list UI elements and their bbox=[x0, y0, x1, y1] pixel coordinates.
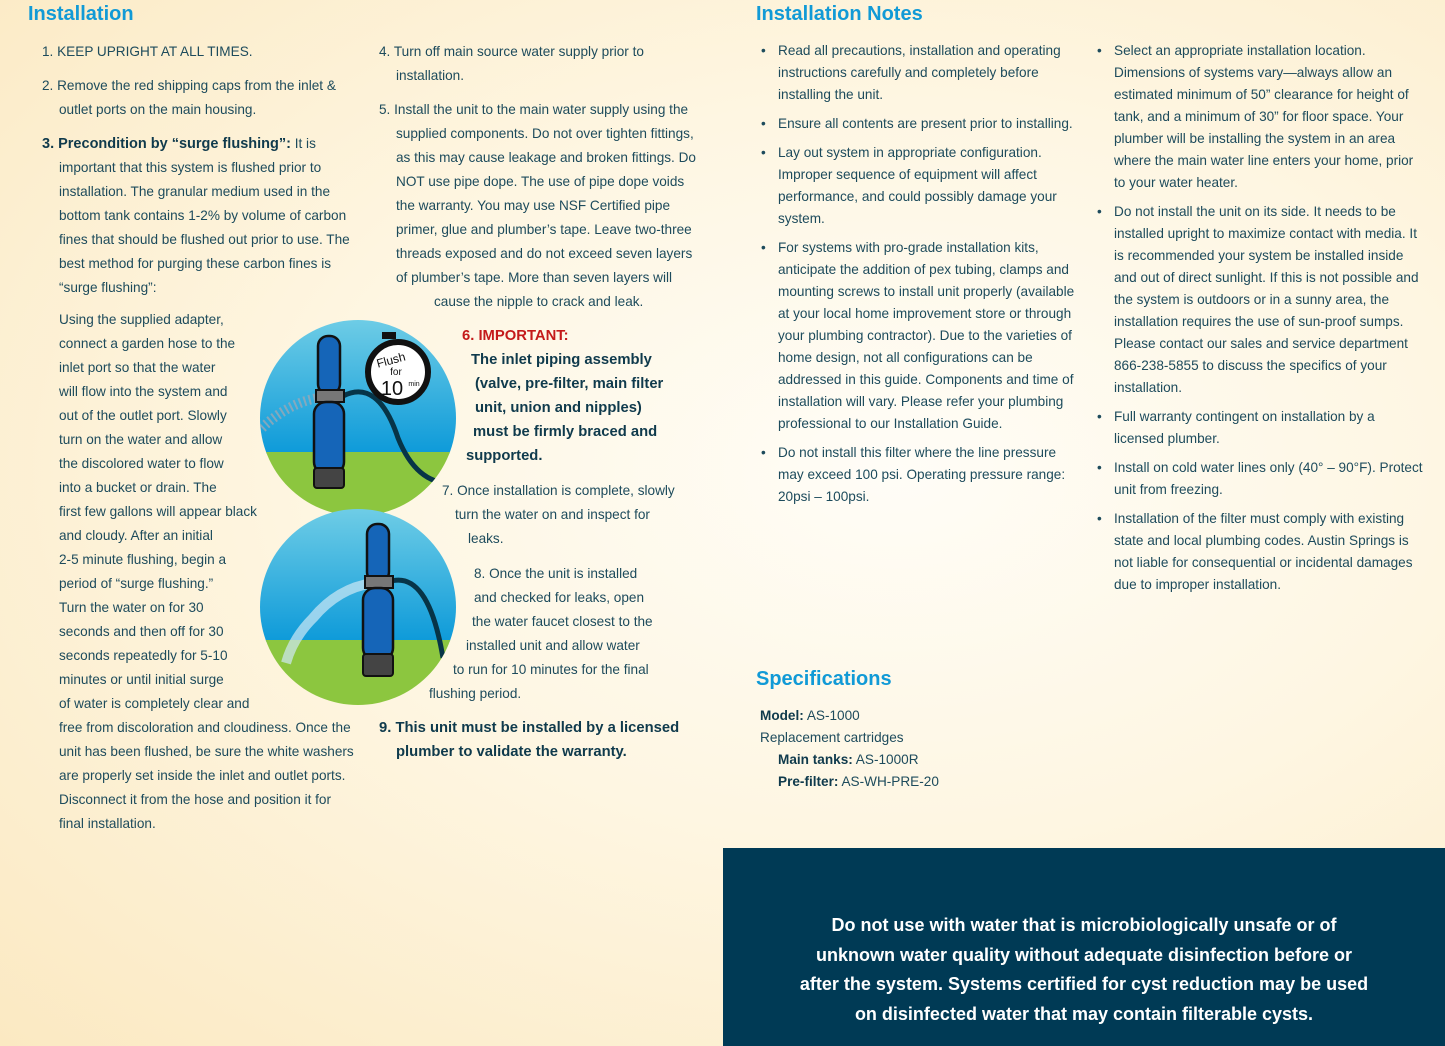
specifications: Model: AS-1000 Replacement cartridges Ma… bbox=[760, 705, 939, 793]
filter-tank-icon bbox=[361, 522, 395, 677]
specifications-title: Specifications bbox=[756, 668, 892, 690]
note-item: Installation of the filter must comply w… bbox=[1094, 508, 1424, 596]
note-item: Select an appropriate installation locat… bbox=[1094, 40, 1424, 194]
text-line: supported. bbox=[466, 448, 543, 464]
note-item: Do not install the unit on its side. It … bbox=[1094, 201, 1424, 399]
step-9: 9. This unit must be installed by a lice… bbox=[379, 720, 680, 760]
text-line: 2-5 minute flushing, begin a bbox=[59, 552, 227, 567]
surge-flushing-illustration: Flush for 10 min bbox=[260, 320, 456, 705]
text-line: and checked for leaks, open bbox=[474, 590, 645, 605]
note-item: Do not install this filter where the lin… bbox=[758, 442, 1083, 508]
spec-main-tanks: Main tanks: AS-1000R bbox=[760, 749, 939, 771]
text-line: to run for 10 minutes for the final bbox=[453, 662, 649, 677]
text-line: seconds repeatedly for 5-10 bbox=[59, 648, 228, 663]
spec-replacement: Replacement cartridges bbox=[760, 730, 904, 745]
warning-line: after the system. Systems certified for … bbox=[799, 974, 1369, 994]
step-5: 5. Install the unit to the main water su… bbox=[379, 102, 696, 285]
important-label: 6. IMPORTANT: bbox=[462, 328, 569, 344]
warning-line: on disinfected water that may contain fi… bbox=[854, 1003, 1314, 1024]
timer-number: 10 bbox=[381, 378, 403, 400]
installation-column-1: 1. KEEP UPRIGHT AT ALL TIMES. 2. Remove … bbox=[42, 40, 362, 836]
text-line: unit, union and nipples) bbox=[475, 400, 642, 416]
text-line: out of the outlet port. Slowly bbox=[59, 408, 227, 423]
note-item: Lay out system in appropriate configurat… bbox=[758, 142, 1083, 230]
step-4: 4. Turn off main source water supply pri… bbox=[379, 44, 644, 83]
note-item: Install on cold water lines only (40° – … bbox=[1094, 457, 1424, 501]
installation-notes-title: Installation Notes bbox=[756, 3, 923, 25]
text-line: the discolored water to flow bbox=[59, 456, 224, 471]
warning-banner: Do not use with water that is microbiolo… bbox=[723, 848, 1445, 1046]
text-line: leaks. bbox=[468, 531, 504, 546]
rinse-circle bbox=[260, 509, 456, 705]
note-item: Ensure all contents are present prior to… bbox=[758, 113, 1083, 135]
timer-text: for bbox=[390, 367, 402, 378]
spec-label: Pre-filter: bbox=[778, 774, 839, 789]
spec-value: AS-WH-PRE-20 bbox=[838, 774, 939, 789]
note-item: For systems with pro-grade installation … bbox=[758, 237, 1083, 435]
step-3-instructions: Using the supplied adapter, connect a ga… bbox=[42, 308, 362, 836]
text-line: minutes or until initial surge bbox=[59, 672, 224, 687]
flush-circle bbox=[260, 320, 456, 516]
spec-label: Main tanks: bbox=[778, 752, 853, 767]
text-line: The inlet piping assembly bbox=[471, 352, 652, 368]
filter-tank-icon bbox=[312, 334, 346, 489]
text-line: and cloudy. After an initial bbox=[59, 528, 213, 543]
text-line: first few gallons will appear black bbox=[59, 504, 257, 519]
text-line: Using the supplied adapter, bbox=[59, 312, 224, 327]
spec-label: Model: bbox=[760, 708, 804, 723]
step-2: 2. Remove the red shipping caps from the… bbox=[42, 78, 336, 117]
spec-pre-filter: Pre-filter: AS-WH-PRE-20 bbox=[760, 771, 939, 793]
step-7: 7. Once installation is complete, slowly… bbox=[379, 479, 709, 551]
step-6: 6. IMPORTANT: The inlet piping assembly … bbox=[379, 324, 709, 468]
text-line: turn the water on and inspect for bbox=[455, 507, 650, 522]
text-line: period of “surge flushing.” bbox=[59, 576, 214, 591]
spec-value: AS-1000R bbox=[852, 752, 919, 767]
text-line: of water is completely clear and bbox=[59, 696, 250, 711]
installation-title: Installation bbox=[28, 3, 134, 25]
notes-column-1: Read all precautions, installation and o… bbox=[758, 40, 1083, 515]
text-line: 8. Once the unit is installed bbox=[474, 566, 638, 581]
step-5-end: cause the nipple to crack and leak. bbox=[434, 294, 644, 309]
warning-line: unknown water quality without adequate d… bbox=[815, 944, 1353, 965]
timer-unit: min bbox=[408, 381, 419, 388]
text-line: flushing period. bbox=[429, 686, 522, 701]
timer-icon: Flush for 10 min bbox=[365, 332, 431, 405]
step-3: 3. Precondition by “surge flushing”: It … bbox=[42, 132, 362, 300]
spec-value: AS-1000 bbox=[803, 708, 860, 723]
text-line: (valve, pre-filter, main filter bbox=[475, 376, 664, 392]
step-3-heading: 3. Precondition by “surge flushing”: bbox=[42, 136, 291, 152]
note-item: Full warranty contingent on installation… bbox=[1094, 406, 1424, 450]
step-8: 8. Once the unit is installed and checke… bbox=[379, 562, 709, 706]
text-line: the water faucet closest to the bbox=[472, 614, 653, 629]
text-line: must be firmly braced and bbox=[473, 424, 658, 440]
text-line: 7. Once installation is complete, slowly bbox=[442, 483, 675, 498]
text-line: seconds and then off for 30 bbox=[59, 624, 224, 639]
spec-model: Model: AS-1000 bbox=[760, 705, 939, 727]
installation-column-2: 4. Turn off main source water supply pri… bbox=[379, 40, 709, 764]
warning-line: Do not use with water that is microbiolo… bbox=[831, 915, 1337, 935]
text-line: turn on the water and allow bbox=[59, 432, 223, 447]
step-3-text-end: free from discoloration and cloudiness. … bbox=[59, 720, 354, 831]
notes-column-2: Select an appropriate installation locat… bbox=[1094, 40, 1424, 603]
text-line: installed unit and allow water bbox=[466, 638, 640, 653]
step-3-text: It is important that this system is flus… bbox=[59, 136, 350, 295]
text-line: inlet port so that the water bbox=[59, 360, 216, 375]
text-line: into a bucket or drain. The bbox=[59, 480, 217, 495]
text-line: Turn the water on for 30 bbox=[59, 600, 204, 615]
note-item: Read all precautions, installation and o… bbox=[758, 40, 1083, 106]
text-line: connect a garden hose to the bbox=[59, 336, 236, 351]
step-1: 1. KEEP UPRIGHT AT ALL TIMES. bbox=[42, 44, 253, 59]
text-line: will flow into the system and bbox=[59, 384, 228, 399]
